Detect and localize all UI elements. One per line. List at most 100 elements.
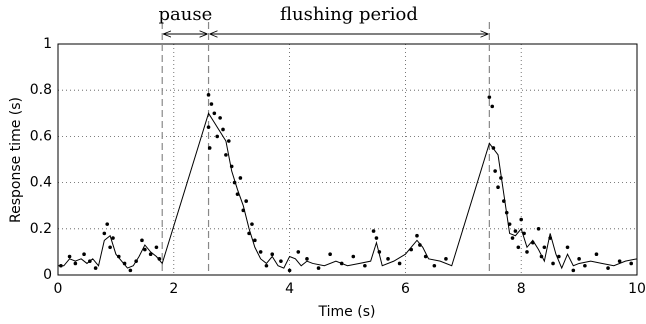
point — [519, 217, 523, 222]
point — [229, 164, 234, 169]
point — [377, 250, 382, 254]
point — [140, 238, 144, 243]
point — [215, 134, 220, 139]
point — [253, 238, 257, 243]
point — [206, 93, 211, 97]
point — [502, 199, 506, 203]
point — [490, 104, 495, 109]
y-tick-label: 0 — [43, 267, 52, 283]
point — [154, 245, 159, 250]
y-tick-label: 1 — [43, 36, 52, 52]
point — [73, 261, 78, 266]
point — [629, 261, 634, 266]
point — [409, 247, 413, 252]
point — [238, 176, 243, 180]
point — [496, 185, 500, 190]
point — [67, 254, 72, 259]
point — [88, 259, 92, 263]
point — [487, 95, 492, 99]
annotation: flushing period — [280, 4, 418, 25]
plot-frame — [57, 43, 638, 276]
point — [551, 261, 555, 266]
point — [539, 254, 544, 259]
point — [565, 245, 570, 250]
y-tick-label: 0.4 — [30, 175, 52, 191]
x-tick-label: 0 — [54, 281, 63, 297]
point — [59, 263, 63, 268]
point — [363, 263, 367, 268]
point — [221, 127, 225, 132]
point — [207, 146, 212, 150]
point — [143, 247, 147, 252]
point — [339, 261, 344, 266]
y-tick-label: 0.8 — [30, 82, 52, 98]
point — [548, 236, 552, 240]
point — [522, 231, 526, 236]
y-tick-label: 0.6 — [30, 128, 52, 144]
point — [397, 261, 402, 266]
point — [557, 254, 561, 259]
point — [241, 208, 246, 213]
point — [571, 268, 576, 273]
point — [111, 236, 115, 240]
point — [247, 231, 251, 236]
point — [371, 229, 376, 233]
point — [499, 176, 503, 180]
y-axis-label: Response time (s) — [8, 97, 24, 223]
point — [270, 252, 275, 257]
point — [258, 250, 263, 254]
point — [224, 153, 228, 157]
point — [108, 245, 112, 250]
point — [244, 199, 248, 203]
point — [606, 266, 610, 270]
point — [530, 240, 535, 245]
point — [93, 266, 98, 270]
point — [386, 257, 390, 261]
point — [316, 266, 321, 270]
x-tick-label: 8 — [517, 281, 526, 297]
point — [134, 259, 138, 263]
point — [148, 252, 153, 257]
point — [583, 263, 587, 268]
point — [305, 257, 309, 261]
point — [279, 259, 283, 263]
point — [525, 250, 529, 254]
point — [232, 180, 237, 185]
point — [504, 210, 509, 215]
point — [328, 252, 332, 257]
point — [516, 245, 521, 250]
point — [287, 268, 292, 273]
point — [418, 243, 422, 247]
point — [542, 245, 547, 250]
point — [491, 146, 496, 150]
point — [102, 231, 107, 236]
point — [227, 139, 231, 143]
point — [594, 252, 599, 257]
point — [617, 259, 622, 263]
y-tick-label: 0.2 — [30, 221, 52, 237]
point — [444, 257, 448, 261]
point — [536, 227, 541, 231]
point — [116, 254, 121, 259]
point — [374, 236, 379, 240]
point — [235, 192, 240, 196]
x-axis-label: Time (s) — [318, 304, 376, 320]
point — [212, 111, 217, 116]
point — [493, 169, 497, 173]
point — [82, 252, 86, 257]
point — [128, 268, 133, 273]
x-tick-label: 10 — [628, 281, 646, 297]
point — [296, 250, 301, 254]
point — [510, 236, 515, 240]
point — [250, 222, 254, 226]
point — [432, 263, 437, 268]
annotation: pause — [159, 4, 213, 25]
x-tick-label: 6 — [401, 281, 410, 297]
point — [218, 116, 222, 120]
point — [423, 254, 428, 259]
point — [122, 261, 127, 266]
point — [157, 257, 162, 261]
point — [209, 102, 214, 106]
line — [58, 112, 638, 270]
